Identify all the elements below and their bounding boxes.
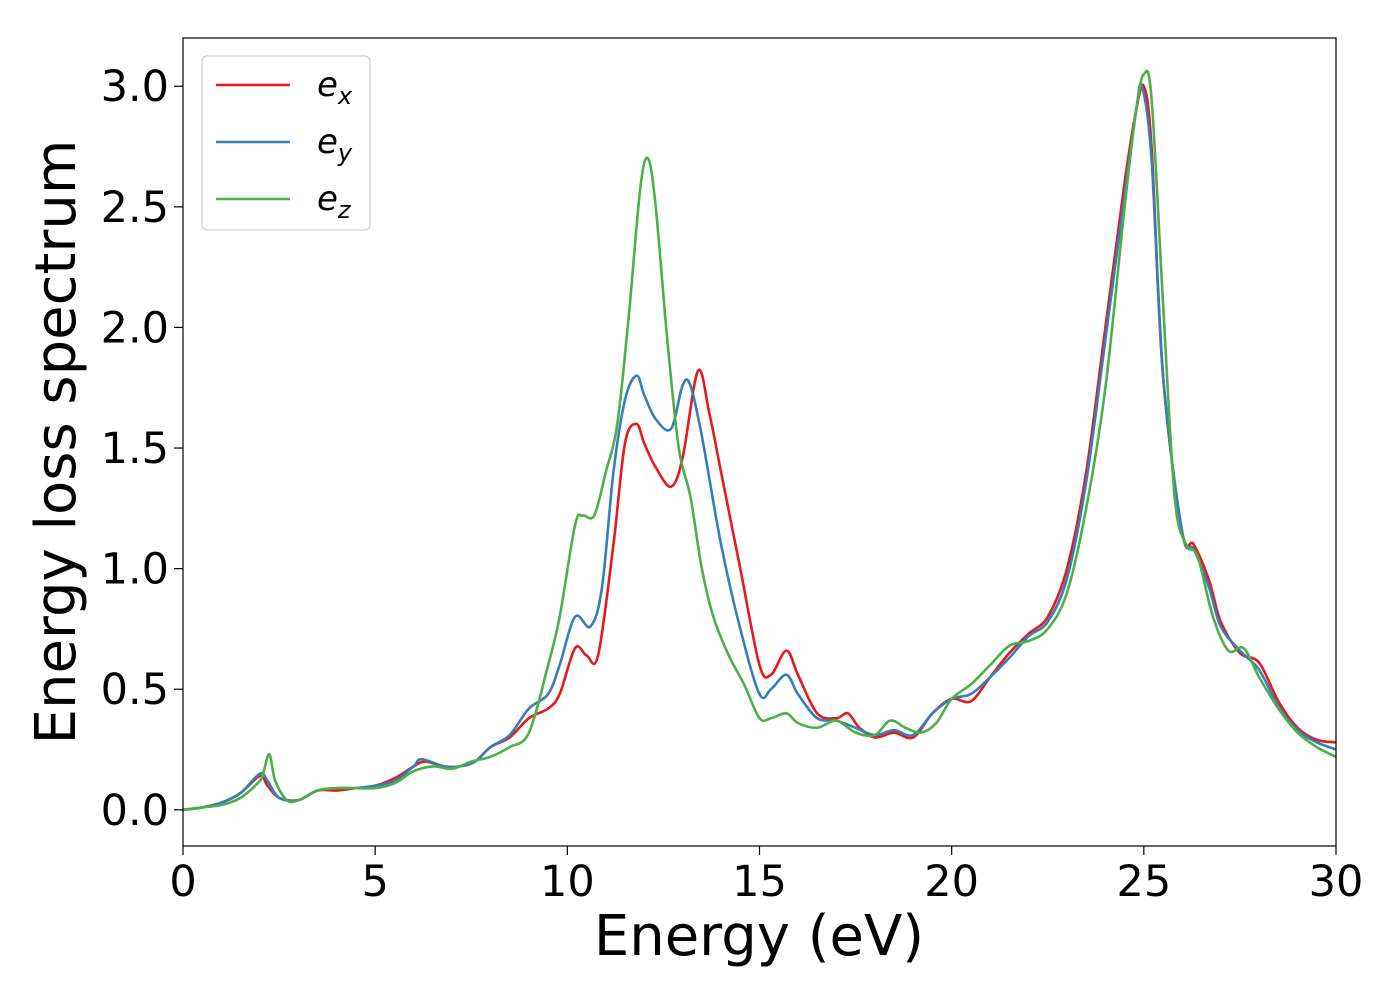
legend-label: ex: [317, 65, 353, 110]
plot-area: [183, 38, 1336, 846]
legend-label-base: e: [317, 65, 338, 105]
y-axis-ticks: 0.0 0.5 1.0 1.5 2.0 2.5 3.0: [101, 62, 183, 836]
x-tick-label: 10: [540, 857, 595, 907]
y-tick-label: 0.0: [101, 786, 169, 836]
x-tick-label: 5: [361, 857, 388, 907]
y-tick-label: 1.0: [101, 545, 169, 595]
legend-label: ey: [317, 122, 353, 167]
legend-label-base: e: [317, 122, 338, 162]
x-tick-label: 20: [924, 857, 979, 907]
legend-label-subscript: x: [337, 82, 353, 110]
x-axis-title: Energy (eV): [594, 904, 924, 969]
legend-label-base: e: [317, 179, 338, 219]
y-tick-label: 0.5: [101, 665, 169, 715]
legend-label-subscript: z: [337, 196, 352, 224]
y-tick-label: 2.0: [101, 303, 169, 353]
series-line-ey: [183, 82, 1336, 812]
series-line-ez: [183, 69, 1336, 812]
legend-label-subscript: y: [337, 139, 353, 167]
series-lines: [183, 69, 1336, 812]
y-tick-label: 3.0: [101, 62, 169, 112]
x-tick-label: 15: [732, 857, 787, 907]
x-tick-label: 30: [1309, 857, 1364, 907]
plot-frame: [182, 37, 1337, 847]
legend-label: ez: [317, 179, 352, 224]
y-tick-label: 1.5: [101, 424, 169, 474]
x-axis-ticks: 0 5 10 15 20 25 30: [169, 846, 1363, 907]
x-tick-label: 25: [1116, 857, 1171, 907]
y-tick-label: 2.5: [101, 183, 169, 233]
y-axis-title: Energy loss spectrum: [24, 140, 89, 745]
x-tick-label: 0: [169, 857, 196, 907]
